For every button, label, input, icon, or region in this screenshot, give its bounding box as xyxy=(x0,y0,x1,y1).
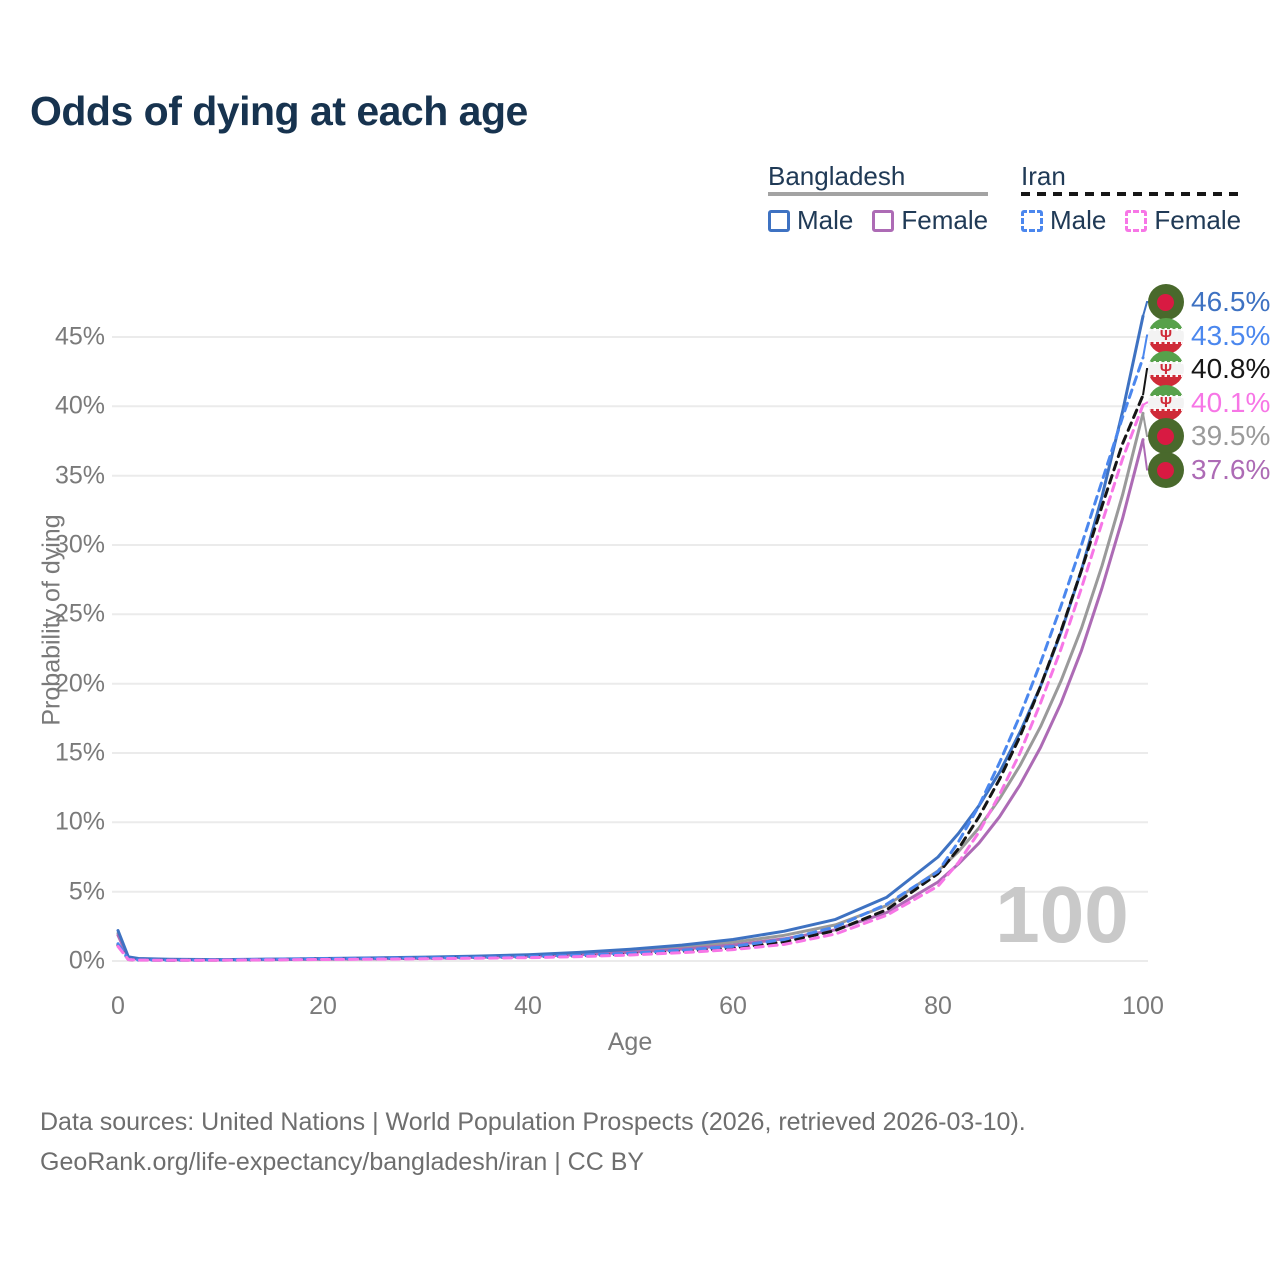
end-value-label: 46.5% xyxy=(1191,286,1271,317)
iran-flag-icon: Ψ xyxy=(1148,351,1184,387)
end-label-bangladesh: 39.5% xyxy=(1148,418,1270,454)
legend-item-label: Female xyxy=(901,205,989,235)
end-label-iran-male: Ψ 43.5% xyxy=(1148,317,1271,354)
end-value-label: 40.8% xyxy=(1191,353,1271,384)
iran-emblem-icon: Ψ xyxy=(1159,327,1173,344)
y-tick-label: 5% xyxy=(68,877,105,906)
iran-takbir-band xyxy=(1148,374,1184,377)
data-series-lines xyxy=(116,314,1145,962)
end-value-label: 43.5% xyxy=(1191,319,1271,351)
legend-item-label: Female xyxy=(1154,205,1242,235)
legend-item-iran-male[interactable]: Male xyxy=(1021,205,1106,236)
bangladesh-red-disc xyxy=(1157,428,1174,445)
legend-country-bangladesh[interactable]: Bangladesh xyxy=(768,161,989,196)
legend-item-bangladesh-male[interactable]: Male xyxy=(768,205,853,236)
end-label-bangladesh-male: 46.5% xyxy=(1148,284,1270,320)
attribution-note: GeoRank.org/life-expectancy/bangladesh/i… xyxy=(40,1148,645,1176)
y-tick-label: 10% xyxy=(54,807,105,836)
legend-country-label: Iran xyxy=(1021,161,1066,191)
iran-female-swatch-icon[interactable] xyxy=(1125,209,1148,232)
x-axis-title: Age xyxy=(607,1028,653,1056)
legend-country-label: Bangladesh xyxy=(768,161,906,191)
age-watermark: 100 xyxy=(995,870,1128,959)
bangladesh-flag-icon xyxy=(1148,418,1184,454)
x-tick-label: 0 xyxy=(111,992,125,1020)
bangladesh-male-swatch-icon[interactable] xyxy=(768,209,790,232)
series-line-iran-male[interactable] xyxy=(116,356,1145,962)
y-tick-label: 30% xyxy=(54,530,105,559)
iran-takbir-band xyxy=(1148,394,1184,398)
series-line-iran[interactable] xyxy=(116,393,1145,962)
y-tick-label: 0% xyxy=(68,946,105,975)
x-tick-label: 20 xyxy=(309,992,337,1020)
iran-emblem-icon: Ψ xyxy=(1159,360,1173,378)
end-value-label: 37.6% xyxy=(1191,453,1271,485)
data-source-note: Data sources: United Nations | World Pop… xyxy=(40,1108,1026,1136)
page-title: Odds of dying at each age xyxy=(30,88,528,134)
iran-emblem-icon: Ψ xyxy=(1159,394,1173,411)
y-tick-label: 15% xyxy=(54,738,105,767)
x-tick-label: 100 xyxy=(1122,992,1164,1020)
gridlines xyxy=(112,336,1148,962)
y-tick-label: 45% xyxy=(54,322,105,351)
bangladesh-line-style-sample xyxy=(768,192,989,196)
y-tick-label: 35% xyxy=(54,461,105,490)
bangladesh-red-disc xyxy=(1157,461,1174,479)
iran-takbir-band xyxy=(1148,327,1184,331)
end-value-label: 40.1% xyxy=(1191,386,1271,418)
iran-takbir-band xyxy=(1148,361,1184,364)
series-line-bangladesh-female[interactable] xyxy=(116,438,1145,962)
end-value-label: 39.5% xyxy=(1191,420,1271,451)
y-tick-label: 20% xyxy=(54,669,105,698)
legend-group-iran: Iran Male Female xyxy=(1021,161,1242,236)
iran-flag-icon: Ψ xyxy=(1148,384,1184,421)
x-tick-label: 60 xyxy=(719,992,747,1020)
y-tick-label: 25% xyxy=(54,599,105,628)
end-label-iran: Ψ 40.8% xyxy=(1148,351,1270,387)
bangladesh-red-disc xyxy=(1157,294,1174,311)
bangladesh-flag-icon xyxy=(1148,284,1184,320)
end-label-iran-female: Ψ 40.1% xyxy=(1148,384,1271,421)
series-line-bangladesh[interactable] xyxy=(116,411,1145,962)
legend-item-bangladesh-female[interactable]: Female xyxy=(872,205,988,236)
iran-flag-icon: Ψ xyxy=(1148,317,1184,354)
iran-takbir-band xyxy=(1148,340,1184,344)
y-tick-label: 40% xyxy=(54,391,105,420)
legend-item-iran-female[interactable]: Female xyxy=(1125,205,1241,236)
end-label-bangladesh-female: 37.6% xyxy=(1148,451,1271,488)
iran-takbir-band xyxy=(1148,407,1184,411)
x-tick-label: 40 xyxy=(514,992,542,1020)
bangladesh-female-swatch-icon[interactable] xyxy=(872,209,895,232)
legend-item-label: Male xyxy=(797,205,854,235)
legend-country-iran[interactable]: Iran xyxy=(1021,161,1242,196)
series-line-iran-female[interactable] xyxy=(116,403,1145,962)
series-line-bangladesh-male[interactable] xyxy=(116,314,1145,962)
legend-group-bangladesh: Bangladesh Male Female xyxy=(768,161,989,236)
x-tick-label: 80 xyxy=(924,992,952,1020)
iran-male-swatch-icon[interactable] xyxy=(1021,209,1043,232)
bangladesh-flag-icon xyxy=(1148,451,1184,488)
iran-line-style-sample xyxy=(1021,192,1242,196)
legend-item-label: Male xyxy=(1050,205,1107,235)
